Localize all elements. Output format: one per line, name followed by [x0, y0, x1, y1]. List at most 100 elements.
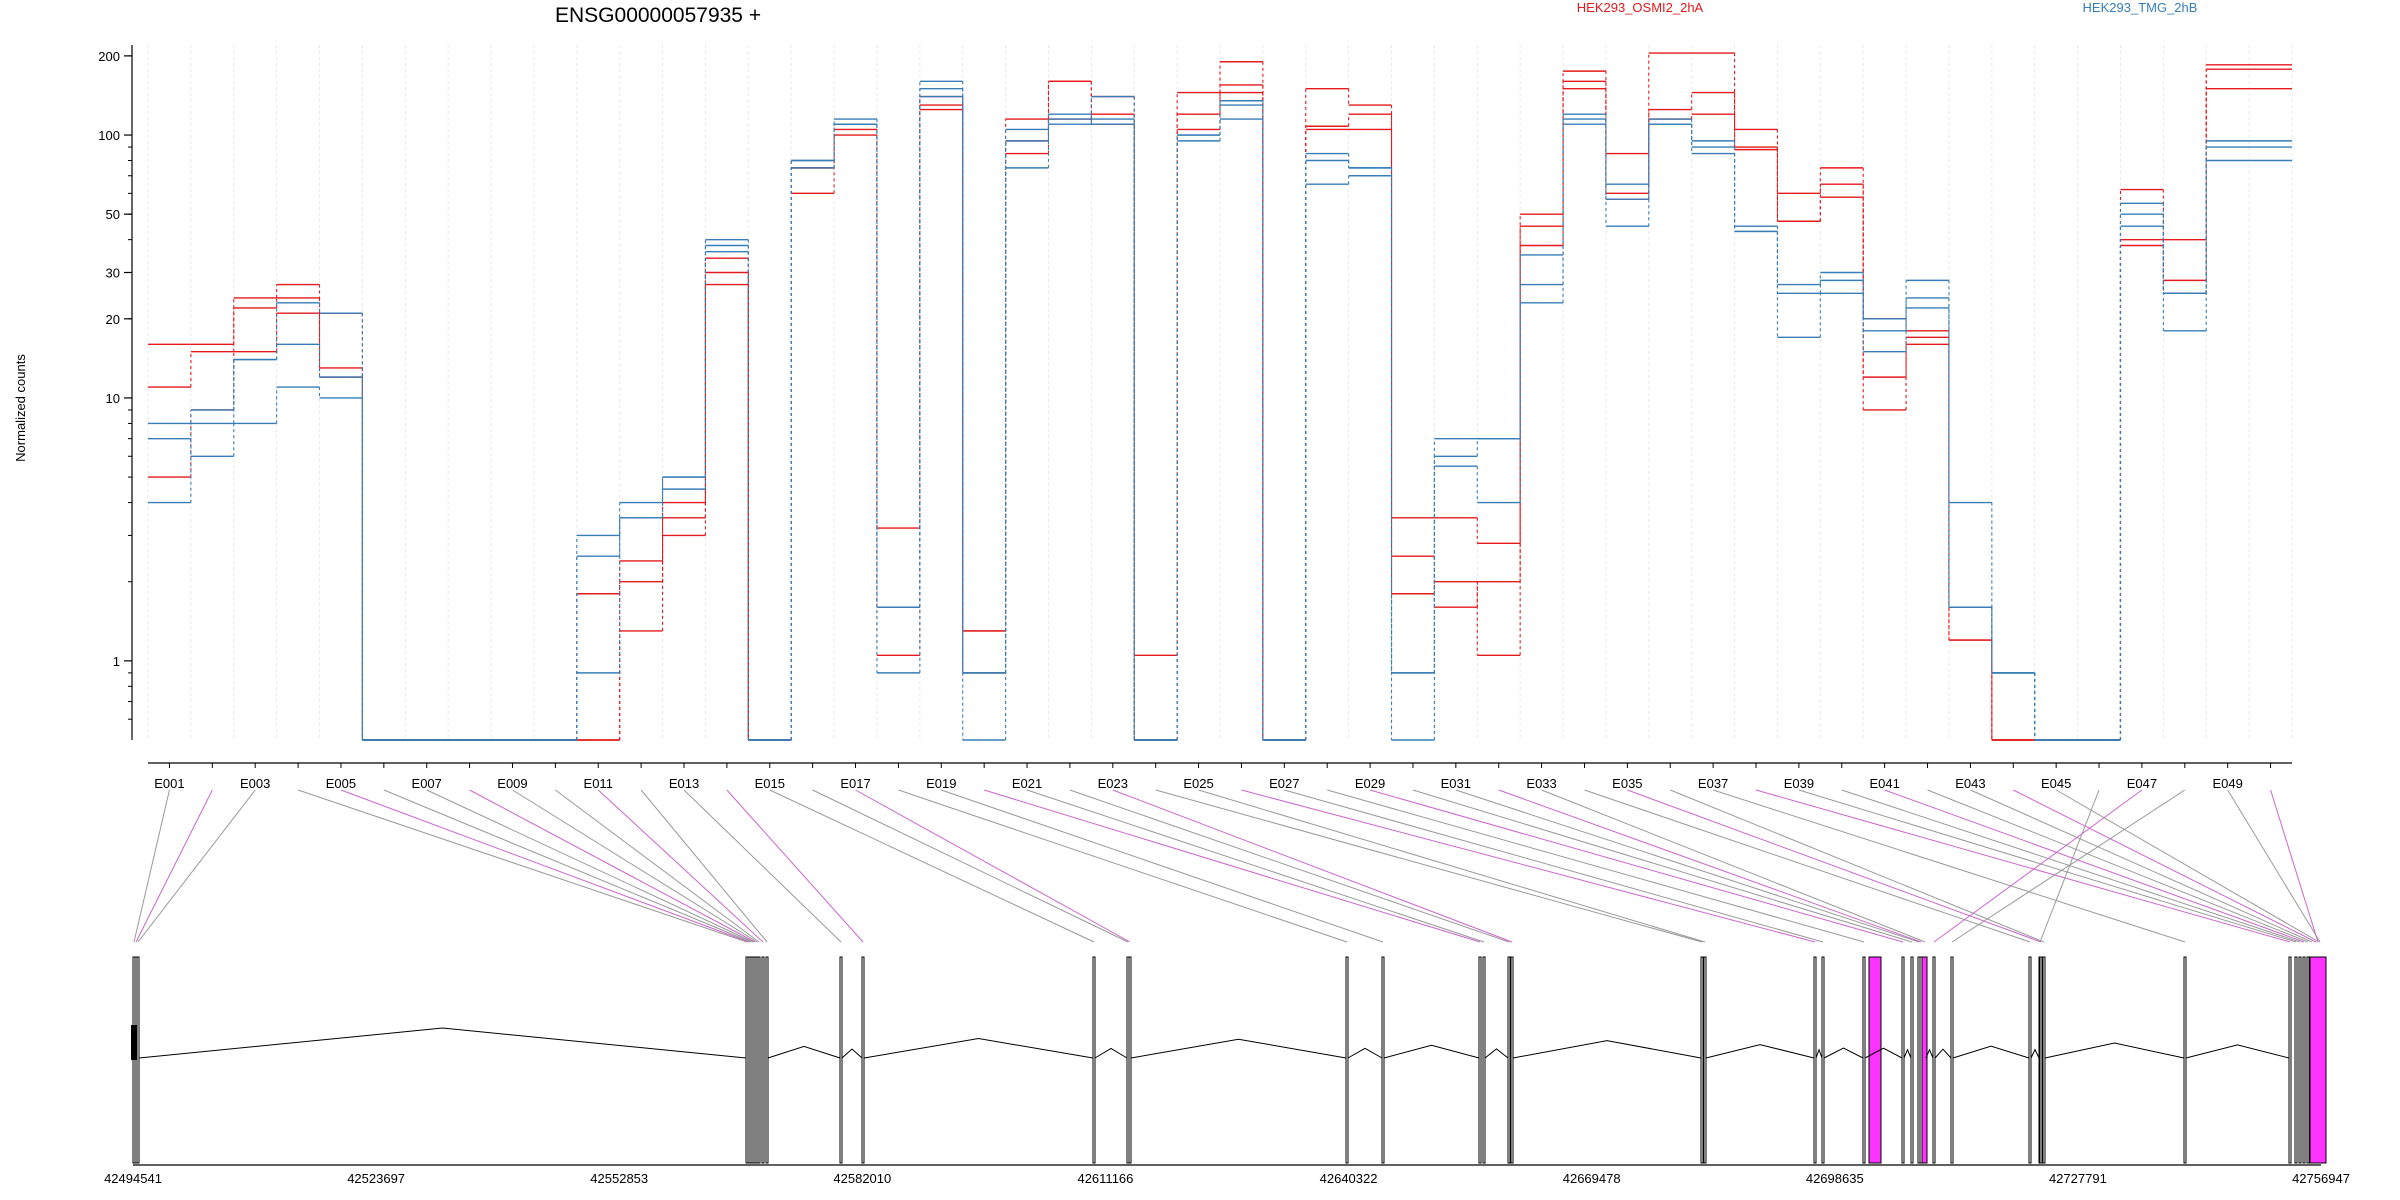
intron-line	[1130, 1038, 1347, 1059]
exon-connector-line	[555, 789, 760, 943]
x-tick-label: E039	[1784, 776, 1814, 791]
y-tick-label: 1	[113, 654, 120, 669]
exon-connector-line	[1584, 789, 2031, 943]
exon-connector-line	[2270, 789, 2319, 943]
exon-connector-line	[1951, 789, 2186, 943]
exon-connector-line	[1284, 789, 1824, 943]
x-tick-label: E019	[926, 776, 956, 791]
exon-box	[1700, 956, 1704, 1164]
exon-box	[2302, 956, 2306, 1164]
exon-box	[2183, 956, 2187, 1164]
exon-connector-line	[1241, 789, 1816, 943]
exon-connector-line	[1455, 789, 1920, 943]
exon-connector-line	[1198, 789, 1706, 943]
genome-tick-label: 42640322	[1320, 1171, 1378, 1186]
first-exon-block	[131, 1025, 137, 1060]
genome-tick-label: 42727791	[2049, 1171, 2107, 1186]
exon-connector-line	[135, 789, 213, 943]
intron-line	[1934, 1048, 1952, 1059]
exon-box	[1910, 956, 1914, 1164]
exon-connector-line	[426, 789, 754, 943]
series-lines	[148, 52, 2292, 741]
genome-tick-label: 42669478	[1563, 1171, 1621, 1186]
exon-connector-line	[1498, 789, 1922, 943]
exon-connector-line	[898, 789, 1348, 943]
x-tick-label: E047	[2127, 776, 2157, 791]
exon-connector-line	[137, 789, 256, 943]
exon-connector-line	[726, 789, 864, 943]
exon-connector-line	[597, 789, 764, 943]
intron-line	[1347, 1047, 1383, 1059]
exon-connector-line	[2013, 789, 2317, 943]
x-tick-label: E007	[412, 776, 442, 791]
gene-model: 42494541 42523697 42552853 42582010 42611166…	[104, 956, 2350, 1186]
exon-connector-line	[1412, 789, 1913, 943]
exon-connector-line	[1327, 789, 1865, 943]
exon-box	[1478, 956, 1482, 1164]
x-tick-label: E015	[755, 776, 785, 791]
exon-connector-line	[683, 789, 842, 943]
intron-line	[1484, 1048, 1509, 1059]
series-line	[148, 52, 2292, 741]
exon-connector-line	[769, 789, 1095, 943]
exon-connector-line	[1069, 789, 1510, 943]
x-tick-label: E021	[1012, 776, 1042, 791]
genome-tick-label: 42523697	[347, 1171, 405, 1186]
exon-connector-line	[2055, 789, 2320, 943]
exon-connector-line	[1670, 789, 2045, 943]
exon-connector-line	[1798, 789, 2297, 943]
x-tick-label: E027	[1269, 776, 1299, 791]
x-tick-label: E003	[240, 776, 270, 791]
exon-connectors	[133, 789, 2321, 943]
x-tick-label: E037	[1698, 776, 1728, 791]
series-line	[148, 88, 2292, 741]
exon-box	[1862, 956, 1866, 1164]
exon-connector-line	[2039, 789, 2100, 943]
exon-box	[1821, 956, 1825, 1164]
genome-tick-label: 42582010	[833, 1171, 891, 1186]
intron-line	[1952, 1045, 2030, 1059]
intron-line	[841, 1048, 863, 1059]
exon-connector-line	[1541, 789, 1926, 943]
intron-line	[1823, 1047, 1864, 1059]
genome-tick-label: 42552853	[590, 1171, 648, 1186]
y-tick-label: 20	[106, 312, 120, 327]
exon-connector-line	[1927, 789, 2309, 943]
exon-box	[1932, 956, 1936, 1164]
x-tick-label: E035	[1612, 776, 1642, 791]
y-tick-label: 50	[106, 207, 120, 222]
legend-item-osmi2: HEK293_OSMI2_2hA	[1577, 0, 1704, 15]
exon-connector-line	[812, 789, 1129, 943]
x-tick-label: E011	[584, 776, 613, 791]
exon-connector-line	[1755, 789, 2291, 943]
exon-box	[757, 956, 761, 1164]
highlighted-exon	[2309, 956, 2327, 1164]
exon-connector-line	[984, 789, 1481, 943]
exon-box	[1703, 956, 1707, 1164]
exon-box	[2294, 956, 2298, 1164]
series-line	[148, 95, 2292, 741]
intron-line	[767, 1045, 841, 1059]
x-tick-label: E025	[1183, 776, 1213, 791]
y-tick-label: 30	[106, 265, 120, 280]
exon-box	[1345, 956, 1349, 1164]
exon-connector-line	[1841, 789, 2301, 943]
chart-title: ENSG00000057935 +	[555, 4, 761, 27]
exon-connector-line	[1627, 789, 2042, 943]
x-tick-label: E009	[497, 776, 527, 791]
intron-line	[1094, 1047, 1128, 1059]
intron-line	[2185, 1044, 2290, 1059]
intron-line	[1815, 1048, 1823, 1059]
exon-box	[1092, 956, 1096, 1164]
x-tick-label: E029	[1355, 776, 1385, 791]
x-tick-label: E049	[2212, 776, 2242, 791]
exon-connector-line	[1933, 789, 2143, 943]
exon-connector-line	[1026, 789, 1485, 943]
exon-connector-line	[340, 789, 750, 943]
x-tick-label: E017	[840, 776, 870, 791]
x-tick-label: E013	[669, 776, 699, 791]
exon-connector-line	[1712, 789, 2186, 943]
y-tick-label: 200	[98, 49, 120, 64]
exon-connector-line	[469, 789, 756, 943]
